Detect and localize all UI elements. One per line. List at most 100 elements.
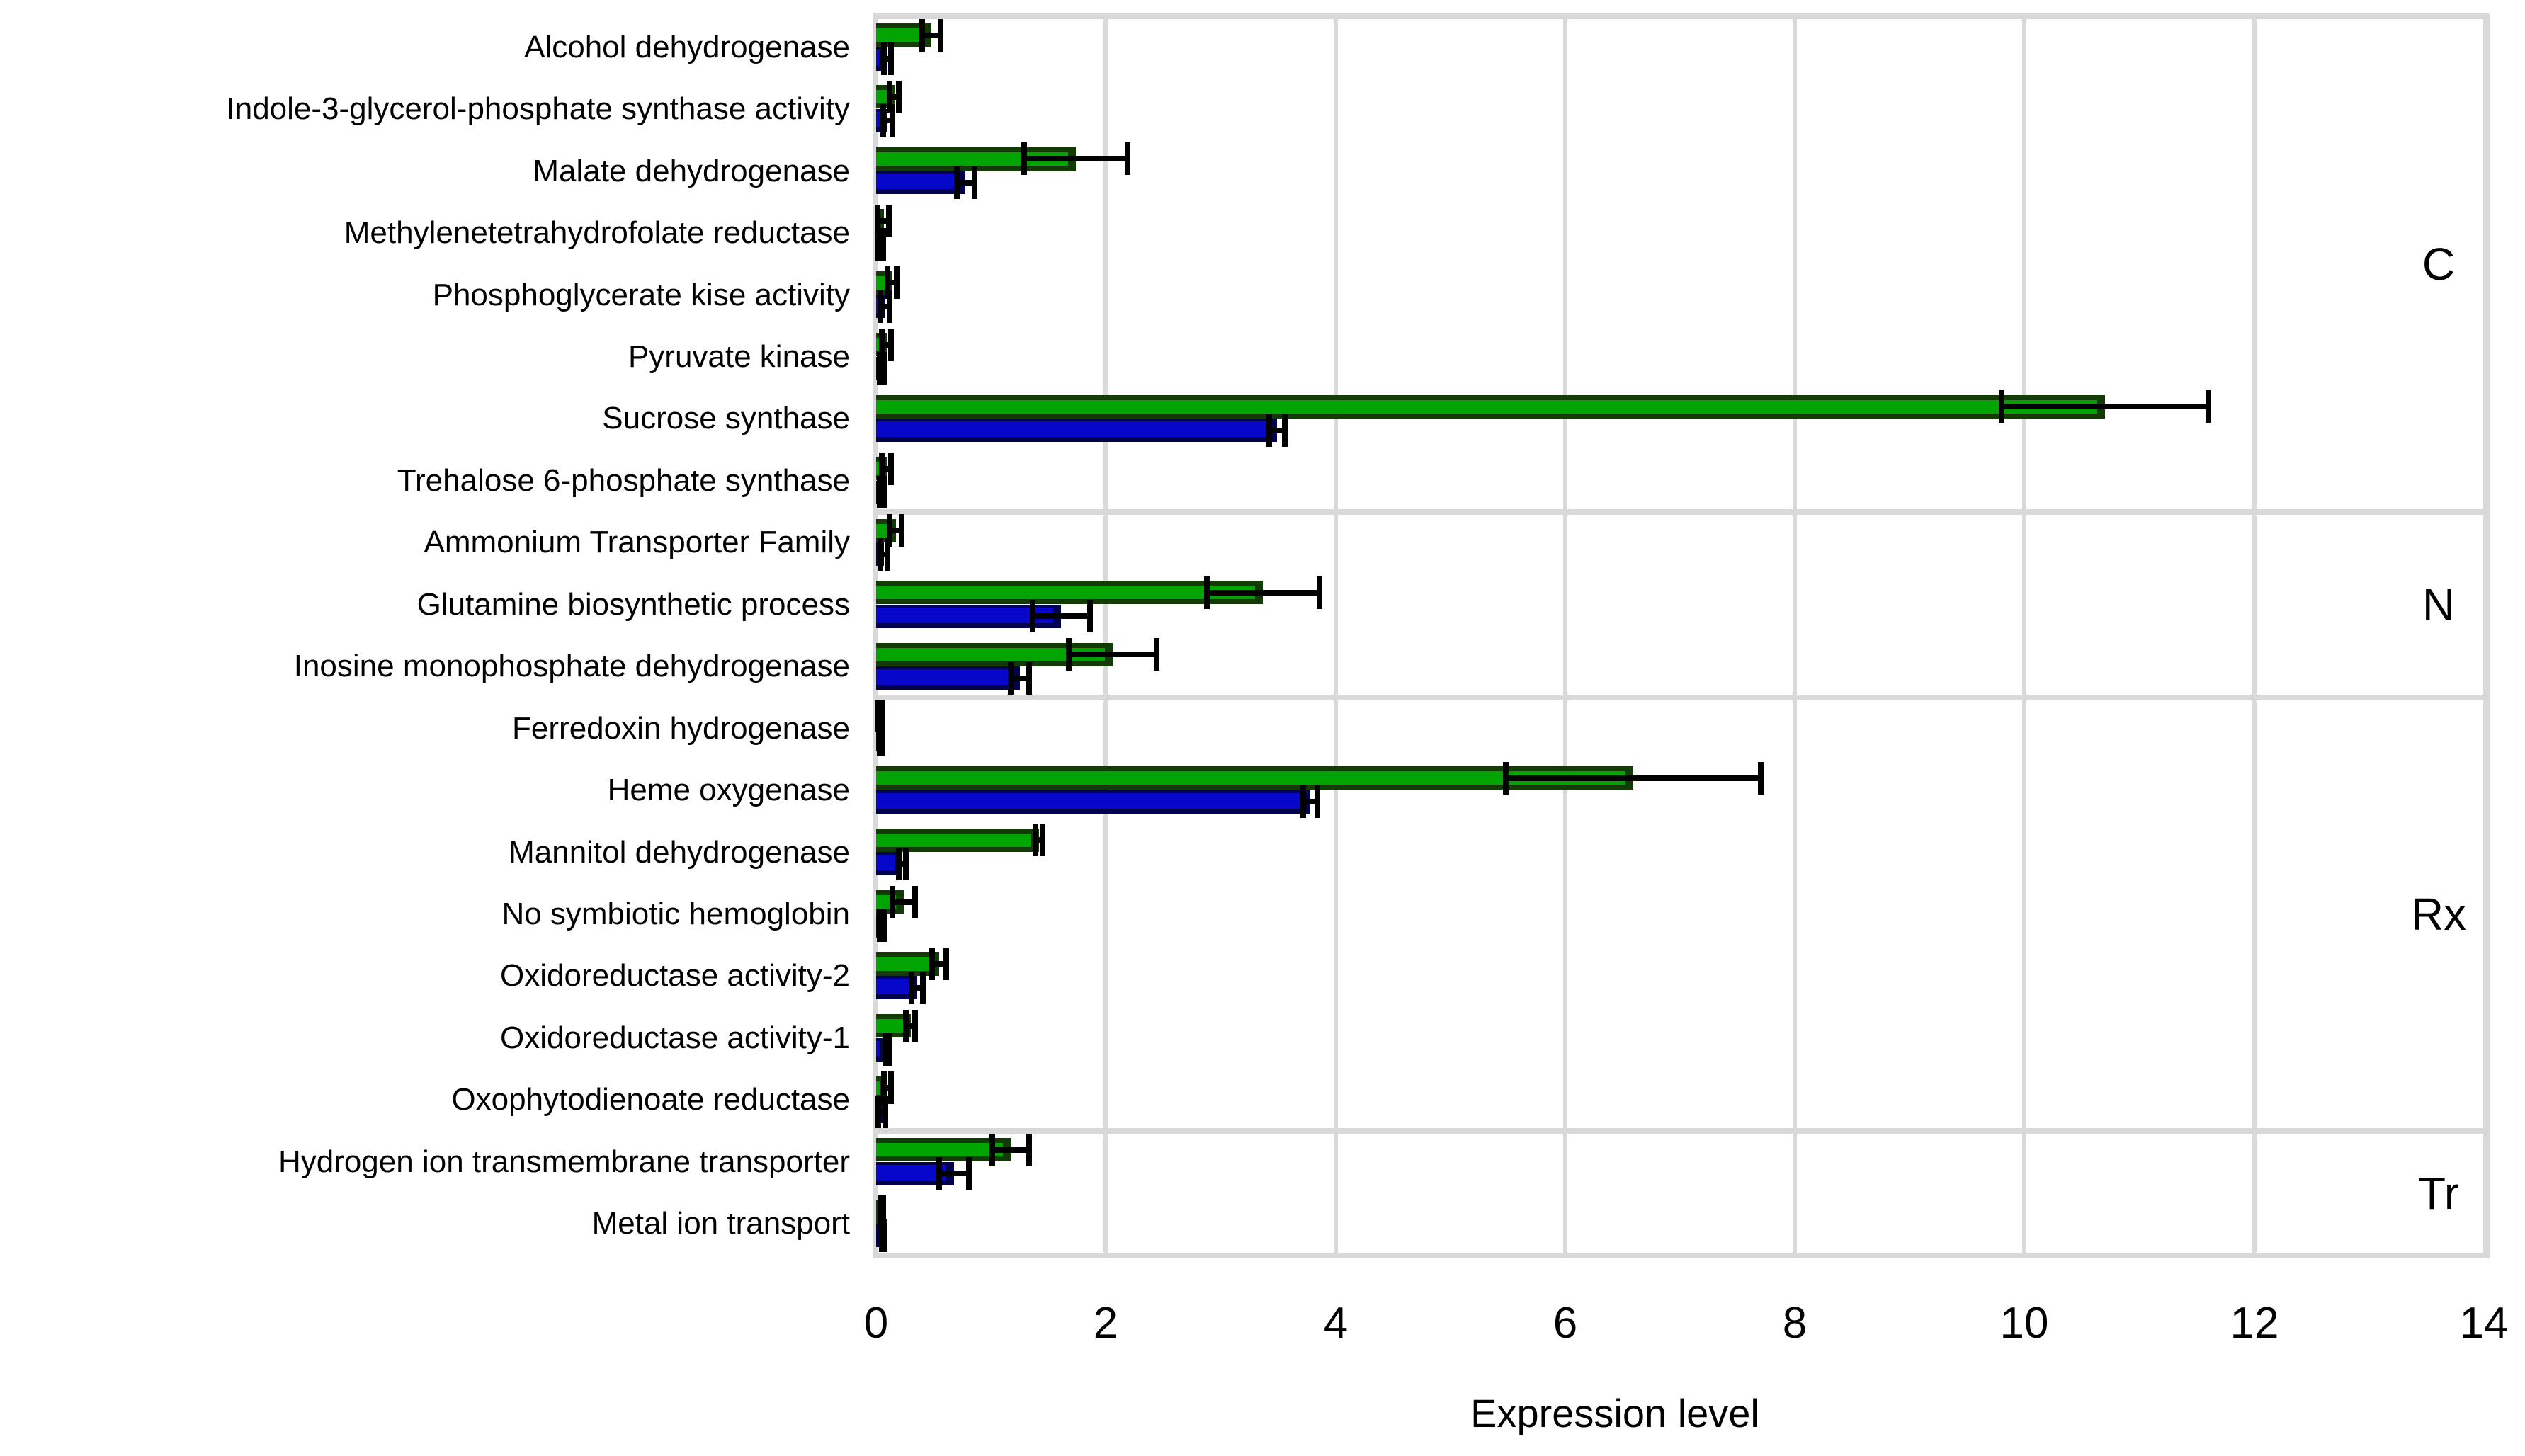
error-bar-cap-right (1087, 600, 1093, 632)
row-label: Trehalose 6-phosphate synthase (397, 463, 850, 498)
blue-bar (876, 171, 965, 194)
error-bar-line (922, 33, 941, 38)
error-bar-line (892, 899, 915, 905)
error-bar-cap-right (1282, 414, 1288, 447)
blue-bar (876, 666, 1020, 690)
error-bar-cap-left (887, 514, 892, 547)
error-bar-cap-right (890, 104, 895, 137)
error-bar-cap-left (878, 538, 883, 571)
error-bar-line (939, 1171, 969, 1176)
row-label: Sucrose synthase (602, 401, 850, 436)
row-label: Indole-3-glycerol-phosphate synthase act… (226, 91, 850, 126)
error-bar-cap-left (881, 1071, 887, 1104)
x-tick-label: 0 (863, 1299, 889, 1348)
error-bar-cap-left (1030, 600, 1035, 632)
error-bar-line (932, 961, 946, 967)
error-bar-cap-right (881, 909, 887, 942)
error-bar-line (1269, 428, 1286, 433)
error-bar-cap-left (1066, 638, 1072, 671)
error-bar-line (912, 985, 923, 991)
error-bar-cap-left (989, 1134, 995, 1166)
error-bar-line (878, 218, 889, 224)
x-gridline (2022, 16, 2026, 1255)
error-bar-cap-left (1999, 390, 2004, 423)
error-bar-cap-right (883, 1096, 888, 1128)
x-tick-label: 10 (1999, 1299, 2049, 1348)
error-bar-cap-right (1040, 824, 1045, 856)
error-bar-line (878, 1109, 885, 1115)
error-bar-cap-right (903, 848, 909, 880)
error-bar-cap-left (875, 700, 880, 732)
error-bar-cap-right (879, 724, 885, 756)
row-label: Oxophytodienoate reductase (451, 1082, 850, 1117)
error-bar-line (1035, 837, 1043, 843)
error-bar-line (887, 280, 897, 285)
row-label: Metal ion transport (591, 1206, 850, 1241)
error-bar-cap-left (890, 886, 895, 918)
row-label: Heme oxygenase (607, 773, 850, 807)
error-bar-cap-left (903, 1010, 909, 1042)
row-label: Phosphoglycerate kise activity (432, 278, 850, 312)
error-bar-cap-left (879, 453, 885, 485)
error-bar-cap-right (887, 1033, 892, 1066)
x-tick-label: 12 (2230, 1299, 2279, 1348)
error-bar-cap-right (888, 1071, 894, 1104)
error-bar-cap-left (885, 266, 890, 299)
error-bar-cap-right (896, 81, 902, 113)
row-label: Ammonium Transporter Family (424, 525, 850, 559)
error-bar-cap-left (1204, 576, 1210, 609)
error-bar-cap-right (1026, 662, 1032, 695)
row-label: Oxidoreductase activity-1 (500, 1020, 850, 1055)
x-gridline (1563, 16, 1567, 1255)
error-bar-cap-left (875, 1096, 881, 1128)
error-bar-line (992, 1147, 1029, 1153)
error-bar-cap-left (887, 81, 892, 113)
error-bar-cap-left (1021, 142, 1027, 175)
group-label-tr: Tr (2417, 1168, 2460, 1219)
error-bar-cap-right (885, 538, 890, 571)
error-bar-line (882, 342, 891, 348)
error-bar-cap-left (881, 42, 887, 75)
error-bar-cap-right (912, 1010, 918, 1042)
error-bar-line (957, 180, 975, 186)
error-bar-cap-right (879, 700, 885, 732)
blue-bar (876, 790, 1310, 814)
error-bar-line (882, 466, 891, 472)
row-label: Pyruvate kinase (628, 339, 850, 374)
row-label: Oxidoreductase activity-2 (500, 958, 850, 993)
row-label: Ferredoxin hydrogenase (512, 711, 850, 746)
error-bar-cap-left (875, 228, 881, 261)
error-bar-cap-right (966, 1157, 972, 1190)
green-bar (876, 1138, 1011, 1161)
group-label-n: N (2422, 579, 2456, 630)
error-bar-line (1069, 652, 1156, 657)
error-bar-cap-left (877, 352, 883, 385)
row-label: Alcohol dehydrogenase (524, 30, 850, 64)
error-bar-cap-right (920, 972, 926, 1004)
row-label: Glutamine biosynthetic process (416, 587, 850, 622)
error-bar-cap-right (1315, 785, 1320, 818)
error-bar-cap-left (877, 909, 883, 942)
error-bar-line (880, 304, 890, 309)
x-tick-label: 14 (2459, 1299, 2509, 1348)
group-separator (876, 1128, 2490, 1134)
error-bar-cap-left (954, 166, 960, 199)
x-gridline (1793, 16, 1797, 1255)
plot-bottom-spine (873, 1253, 2490, 1258)
plot-right-spine (2483, 13, 2490, 1258)
error-bar-cap-right (880, 228, 886, 261)
error-bar-cap-left (880, 104, 886, 137)
plot-top-spine (873, 13, 2490, 19)
error-bar-cap-left (1266, 414, 1272, 447)
error-bar-cap-right (899, 514, 904, 547)
error-bar-cap-left (909, 972, 914, 1004)
error-bar-cap-right (881, 1219, 887, 1252)
x-tick-label: 4 (1323, 1299, 1349, 1348)
plot-area (876, 16, 2484, 1255)
error-bar-cap-right (886, 205, 892, 237)
x-tick-label: 8 (1782, 1299, 1808, 1348)
error-bar-cap-left (896, 848, 902, 880)
error-bar-cap-right (881, 476, 887, 508)
x-gridline (1103, 16, 1108, 1255)
